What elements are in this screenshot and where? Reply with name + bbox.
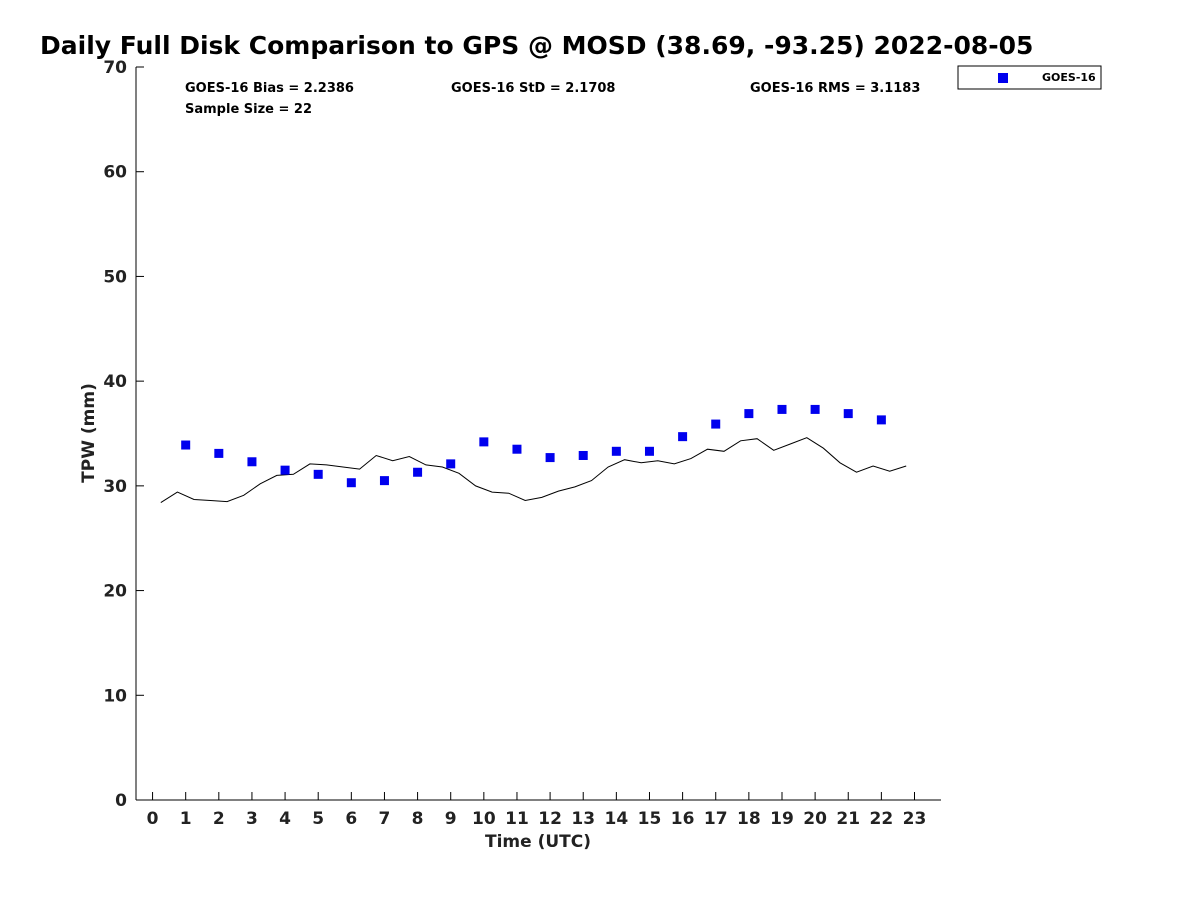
- y-axis-label: TPW (mm): [79, 383, 99, 483]
- x-tick-label: 18: [737, 809, 761, 829]
- x-tick-label: 11: [505, 809, 529, 829]
- y-tick-label: 0: [115, 791, 127, 811]
- x-tick-label: 2: [213, 809, 225, 829]
- x-tick-label: 10: [472, 809, 496, 829]
- goes-16-point: [545, 453, 555, 463]
- goes-16-point: [644, 446, 654, 456]
- x-axis-label: Time (UTC): [485, 832, 591, 852]
- goes-16-point: [313, 469, 323, 479]
- goes-16-point: [346, 478, 356, 488]
- x-tick-label: 20: [803, 809, 827, 829]
- y-tick-label: 10: [103, 686, 127, 706]
- goes-16-point: [479, 437, 489, 447]
- x-tick-label: 21: [836, 809, 860, 829]
- goes-16-point: [413, 467, 423, 477]
- plot-axes: [135, 67, 941, 801]
- legend-box: [957, 65, 1102, 90]
- x-tick-label: 1: [180, 809, 192, 829]
- x-tick-label: 13: [571, 809, 595, 829]
- legend-goes-16-label: GOES-16: [1042, 71, 1096, 84]
- x-tick-label: 5: [312, 809, 324, 829]
- gps-line-series: [160, 437, 907, 504]
- x-tick-label: 6: [345, 809, 357, 829]
- goes-16-point: [379, 476, 389, 486]
- goes-16-point: [611, 446, 621, 456]
- goes-16-point: [512, 444, 522, 454]
- goes-16-point: [214, 448, 224, 458]
- goes-16-point: [876, 415, 886, 425]
- x-tick-label: 7: [379, 809, 391, 829]
- goes-16-scatter-series: [181, 404, 886, 488]
- x-tick-label: 12: [538, 809, 562, 829]
- goes-16-point: [810, 404, 820, 414]
- y-tick-label: 50: [103, 267, 127, 287]
- x-tick-label: 19: [770, 809, 794, 829]
- legend: GOES-16: [957, 65, 1102, 90]
- x-tick-label: 17: [704, 809, 728, 829]
- y-tick-label: 40: [103, 372, 127, 392]
- goes-16-point: [711, 419, 721, 429]
- goes-16-point: [744, 409, 754, 419]
- goes-16-point: [181, 440, 191, 450]
- gps-tpw-line: [160, 437, 907, 504]
- x-tick-label: 23: [903, 809, 927, 829]
- x-tick-label: 22: [870, 809, 894, 829]
- x-tick-label: 16: [671, 809, 695, 829]
- x-tick-label: 8: [412, 809, 424, 829]
- x-tick-label: 14: [605, 809, 629, 829]
- rms-stat: GOES-16 RMS = 3.1183: [750, 81, 920, 96]
- goes-16-point: [777, 404, 787, 414]
- goes-16-point: [446, 459, 456, 469]
- bias-stat: GOES-16 Bias = 2.2386: [185, 81, 354, 96]
- x-tick-label: 9: [445, 809, 457, 829]
- goes-16-point: [843, 409, 853, 419]
- x-tick-label: 0: [147, 809, 159, 829]
- y-tick-label: 20: [103, 582, 127, 602]
- y-tick-label: 60: [103, 163, 127, 183]
- chart-title: Daily Full Disk Comparison to GPS @ MOSD…: [40, 31, 1033, 60]
- x-tick-label: 4: [279, 809, 291, 829]
- sample-size-stat: Sample Size = 22: [185, 102, 312, 117]
- y-tick-label: 70: [103, 58, 127, 78]
- std-stat: GOES-16 StD = 2.1708: [451, 81, 615, 96]
- x-tick-label: 3: [246, 809, 258, 829]
- goes-16-point: [678, 432, 688, 442]
- goes-16-point: [247, 457, 257, 467]
- y-tick-label: 30: [103, 477, 127, 497]
- goes-16-point: [280, 465, 290, 475]
- x-tick-label: 15: [638, 809, 662, 829]
- legend-goes-16-marker: [998, 73, 1008, 83]
- goes-16-point: [578, 450, 588, 460]
